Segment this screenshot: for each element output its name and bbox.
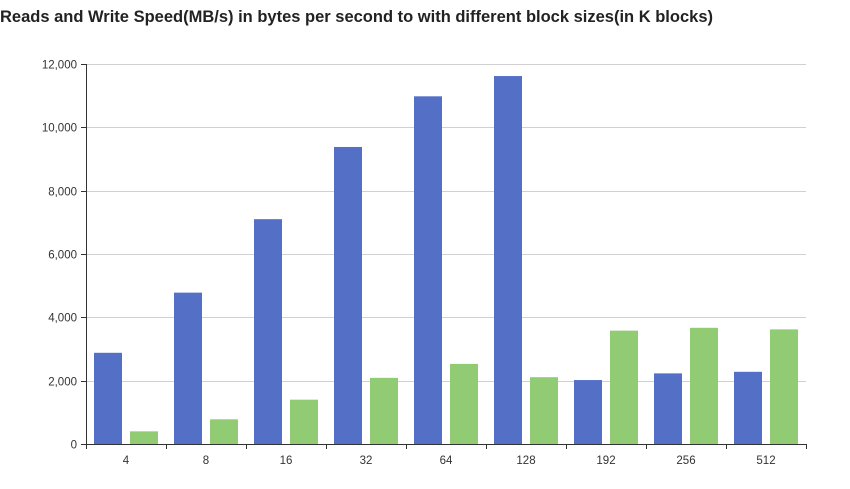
reads-bar[interactable] — [174, 292, 202, 444]
bars — [94, 76, 798, 445]
writes-bar[interactable] — [210, 419, 238, 444]
writes-bar[interactable] — [130, 431, 158, 444]
writes-bar[interactable] — [770, 329, 798, 444]
reads-bar[interactable] — [254, 219, 282, 444]
x-tick-label: 64 — [440, 455, 453, 467]
reads-bar[interactable] — [574, 380, 602, 444]
y-tick-label: 10,000 — [42, 123, 77, 135]
reads-bar[interactable] — [414, 96, 442, 445]
x-tick-label: 32 — [360, 455, 373, 467]
writes-bar[interactable] — [530, 377, 558, 444]
axes — [81, 64, 807, 449]
x-tick-label: 8 — [203, 455, 209, 467]
y-tick-label: 12,000 — [42, 60, 77, 72]
y-tick-label: 2,000 — [48, 377, 77, 389]
writes-bar[interactable] — [450, 363, 478, 444]
tick-labels: 0 2,000 4,000 6,000 8,000 10,000 12,000 4 8 16 32 6… — [42, 60, 776, 468]
reads-bar[interactable] — [654, 373, 682, 444]
y-tick-label: 4,000 — [48, 313, 77, 325]
y-tick-label: 0 — [71, 440, 77, 452]
chart-title: Reads and Write Speed(MB/s) in bytes per… — [0, 8, 713, 26]
x-tick-label: 192 — [596, 455, 615, 467]
writes-bar[interactable] — [610, 330, 638, 444]
gridlines — [86, 64, 806, 382]
x-tick-label: 256 — [676, 455, 695, 467]
reads-bar[interactable] — [334, 146, 362, 444]
reads-bar[interactable] — [734, 371, 762, 444]
reads-bar[interactable] — [494, 76, 522, 445]
writes-bar[interactable] — [290, 399, 318, 444]
reads-bar[interactable] — [94, 352, 122, 444]
writes-bar[interactable] — [690, 327, 718, 444]
y-tick-label: 8,000 — [48, 187, 77, 199]
writes-bar[interactable] — [370, 377, 398, 444]
y-tick-label: 6,000 — [48, 250, 77, 262]
x-tick-label: 512 — [756, 455, 775, 467]
x-tick-label: 4 — [123, 455, 130, 467]
x-tick-label: 128 — [516, 455, 535, 467]
x-tick-label: 16 — [280, 455, 293, 467]
